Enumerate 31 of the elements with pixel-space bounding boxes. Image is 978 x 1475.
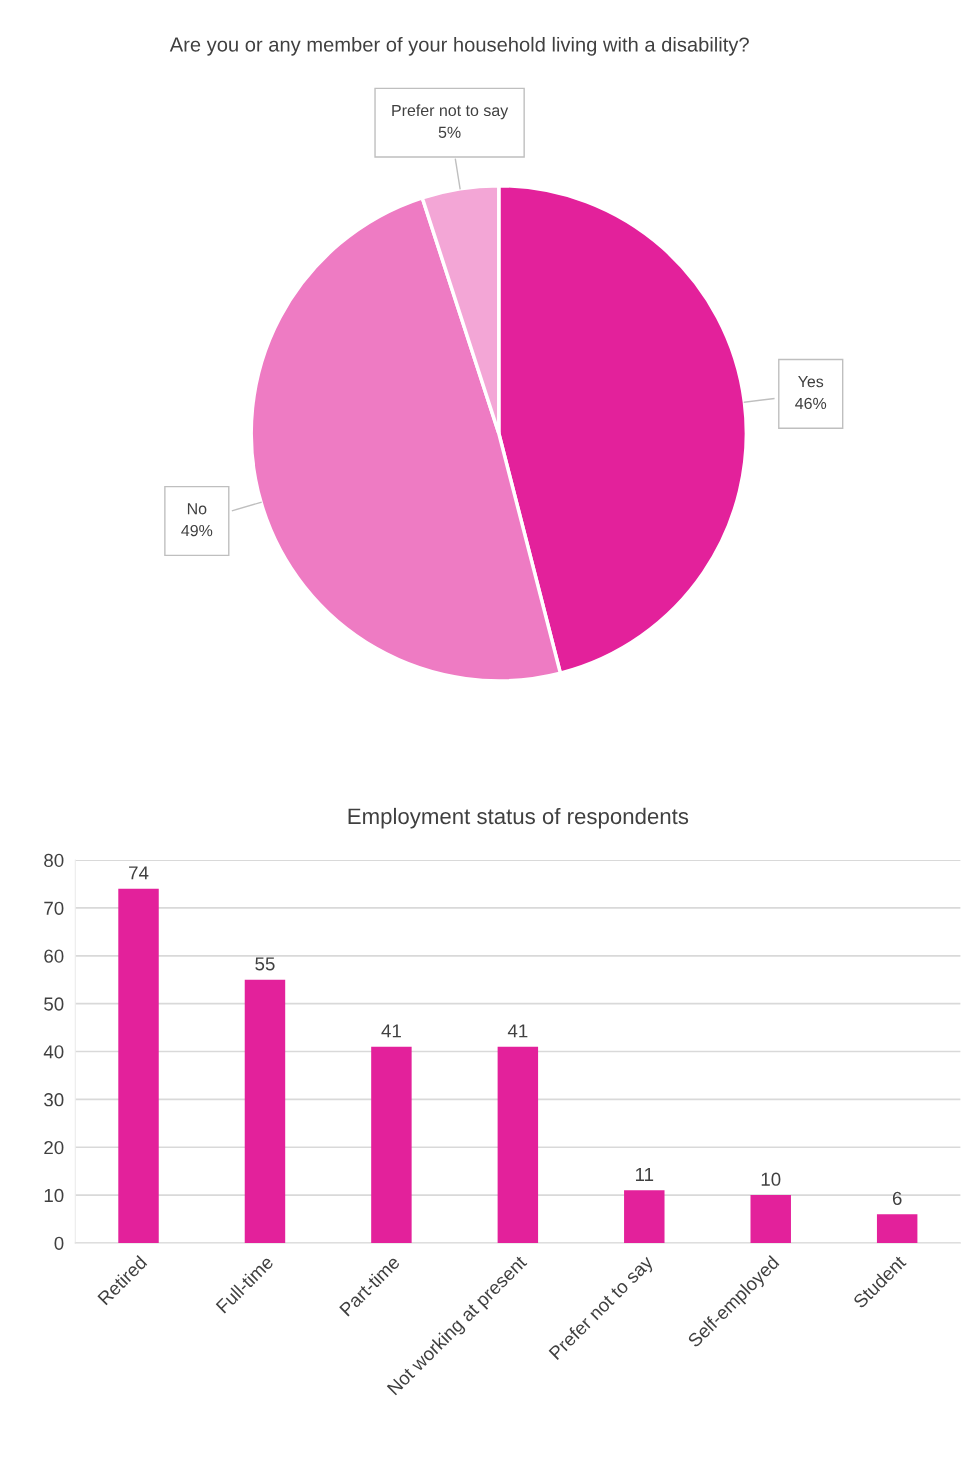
bar: [497, 1046, 539, 1243]
bar: [244, 979, 286, 1243]
data-label: 41: [507, 1024, 528, 1038]
bar: [750, 1195, 791, 1243]
bar: [876, 1214, 918, 1243]
data-label: 6: [892, 1191, 902, 1205]
y-tick-label: 30: [44, 1093, 64, 1107]
y-tick-label: 10: [44, 1188, 64, 1203]
data-label: 49%: [181, 524, 213, 537]
data-label: 41: [381, 1024, 401, 1038]
bar: [624, 1190, 665, 1243]
data-label: 55: [255, 957, 275, 971]
bar: [371, 1046, 412, 1243]
slice-label: Yes: [798, 376, 824, 388]
y-tick-label: 60: [44, 949, 64, 963]
data-label: 10: [761, 1172, 781, 1186]
y-tick-label: 70: [44, 901, 64, 915]
y-tick-label: 50: [44, 997, 64, 1011]
chart-title: Employment status of respondents: [348, 807, 689, 829]
y-tick-label: 0: [54, 1236, 64, 1250]
data-label: 11: [635, 1167, 654, 1181]
chart-title: Are you or any member of your household living with a disability?: [169, 36, 749, 56]
bar: [118, 888, 159, 1243]
y-tick-label: 20: [44, 1140, 64, 1155]
data-label: 5%: [438, 126, 461, 138]
y-tick-label: 40: [43, 1045, 64, 1059]
y-tick-label: 80: [44, 853, 64, 868]
slice-label: Prefer not to say: [392, 104, 509, 120]
data-label: 46%: [795, 397, 827, 410]
data-label: 74: [129, 866, 149, 880]
slice-label: No: [187, 503, 207, 515]
